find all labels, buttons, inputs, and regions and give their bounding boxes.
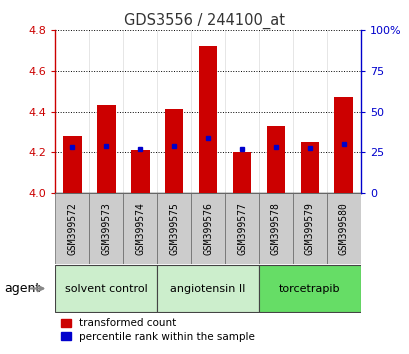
Text: GSM399580: GSM399580 (338, 202, 348, 255)
Bar (130, 150, 149, 193)
Bar (225, 193, 258, 264)
Bar (232, 152, 251, 193)
Bar (123, 193, 157, 264)
Text: solvent control: solvent control (65, 284, 147, 293)
Bar (97, 105, 115, 193)
Bar (258, 265, 360, 312)
Bar (300, 142, 319, 193)
Legend: transformed count, percentile rank within the sample: transformed count, percentile rank withi… (61, 319, 254, 342)
Bar (63, 136, 81, 193)
Text: GSM399574: GSM399574 (135, 202, 145, 255)
Text: GSM399572: GSM399572 (67, 202, 77, 255)
Bar (292, 193, 326, 264)
Text: GSM399576: GSM399576 (202, 202, 213, 255)
Bar (157, 265, 258, 312)
Bar (55, 193, 89, 264)
Text: GDS3556 / 244100_at: GDS3556 / 244100_at (124, 12, 285, 29)
Bar (326, 193, 360, 264)
Bar (266, 126, 285, 193)
Text: torcetrapib: torcetrapib (279, 284, 340, 293)
Text: GSM399577: GSM399577 (236, 202, 246, 255)
Text: agent: agent (4, 282, 40, 295)
Text: angiotensin II: angiotensin II (170, 284, 245, 293)
Bar (164, 109, 183, 193)
Bar (258, 193, 292, 264)
Bar (191, 193, 225, 264)
Bar (334, 97, 352, 193)
Text: GSM399573: GSM399573 (101, 202, 111, 255)
Text: GSM399575: GSM399575 (169, 202, 179, 255)
Text: GSM399578: GSM399578 (270, 202, 280, 255)
Bar (55, 265, 157, 312)
Bar (157, 193, 191, 264)
Bar (89, 193, 123, 264)
Text: GSM399579: GSM399579 (304, 202, 314, 255)
Bar (198, 46, 217, 193)
